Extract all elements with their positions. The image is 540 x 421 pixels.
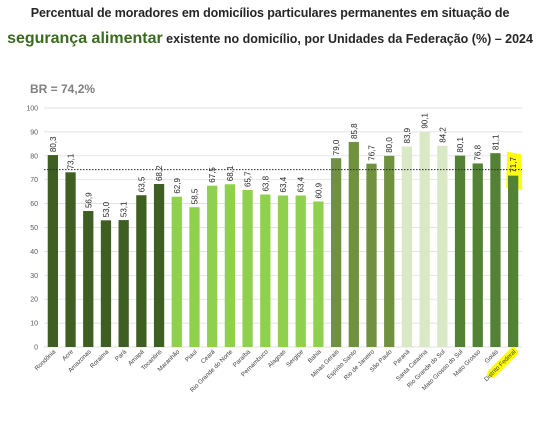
data-label: 65,7	[244, 171, 253, 187]
bars-layer	[47, 131, 519, 347]
data-label: 58,5	[190, 188, 199, 204]
bar	[366, 163, 377, 347]
chart-title-line2: segurança alimentar existente no domicíl…	[0, 28, 540, 50]
bar	[437, 145, 448, 347]
y-tick-label: 10	[30, 321, 38, 328]
bar	[419, 131, 430, 347]
data-label: 63,5	[137, 176, 146, 192]
data-label: 73,1	[67, 153, 76, 169]
data-label: 80,0	[385, 137, 394, 153]
bar	[401, 146, 413, 347]
data-label: 84,2	[438, 127, 447, 143]
y-tick-label: 70	[30, 177, 38, 184]
bar	[136, 195, 147, 347]
category-label: Pará	[114, 348, 129, 363]
data-label: 63,8	[261, 175, 270, 191]
data-label: 71,7	[509, 157, 518, 173]
bar	[65, 172, 76, 347]
bar	[277, 195, 289, 347]
bar	[348, 141, 359, 347]
bar	[171, 196, 182, 347]
y-tick-label: 30	[30, 273, 38, 280]
bar	[118, 220, 129, 347]
bar	[242, 189, 253, 347]
bar	[490, 153, 501, 347]
bar	[508, 175, 519, 347]
bar	[224, 184, 236, 347]
bar	[330, 158, 342, 347]
data-label: 53,1	[120, 201, 129, 217]
data-label: 80,1	[456, 136, 465, 152]
chart-title-line1: Percentual de moradores em domicílios pa…	[30, 6, 510, 20]
data-label: 76,7	[368, 145, 377, 161]
chart-title-highlight: segurança alimentar	[7, 30, 163, 47]
y-tick-label: 90	[30, 129, 38, 136]
grid-layer: 0 10 20 30 40 50 60 70 80 90 100	[26, 106, 522, 352]
data-label: 62,9	[173, 178, 182, 194]
bar	[47, 155, 58, 347]
data-label: 53,0	[102, 201, 111, 217]
bar	[207, 185, 218, 347]
data-label: 85,8	[350, 123, 359, 139]
category-label: Roraima	[89, 348, 111, 370]
data-label: 63,4	[297, 176, 306, 192]
bar	[295, 195, 306, 347]
data-label: 68,2	[155, 165, 164, 181]
data-label: 63,4	[279, 176, 288, 192]
y-tick-label: 0	[34, 345, 38, 352]
bar	[313, 201, 324, 347]
data-label: 81,1	[491, 134, 500, 150]
bar	[189, 207, 200, 347]
chart-title: Percentual de moradores em domicílios pa…	[0, 4, 540, 50]
bar	[83, 211, 94, 347]
data-label: 60,9	[314, 182, 323, 198]
category-label: Distrito Federal	[483, 348, 518, 383]
bar	[472, 163, 483, 347]
category-label: Rondônia	[34, 348, 58, 372]
data-label: 67,5	[208, 167, 217, 183]
y-tick-label: 60	[30, 201, 38, 208]
data-label: 56,9	[84, 192, 93, 208]
data-label: 80,3	[49, 136, 58, 152]
y-tick-label: 40	[30, 249, 38, 256]
y-tick-label: 80	[30, 153, 38, 160]
bar	[100, 220, 112, 347]
reference-line-label: BR = 74,2%	[30, 82, 96, 96]
data-label: 90,1	[421, 113, 430, 129]
bar	[260, 194, 271, 347]
y-tick-label: 50	[30, 225, 38, 232]
data-label: 68,1	[226, 165, 235, 181]
y-tick-label: 20	[30, 297, 38, 304]
bar	[384, 155, 395, 347]
bar	[454, 155, 466, 347]
chart-title-rest: existente no domicílio, por Unidades da …	[162, 32, 533, 46]
y-tick-label: 100	[26, 106, 38, 113]
data-label: 79,0	[332, 139, 341, 155]
data-label: 76,8	[474, 144, 483, 160]
value-labels-layer: 80,3 73,1 56,9 53,0 53,1 63,5 68,2 62,9 58,5 67,5…	[49, 113, 518, 218]
bar	[153, 184, 165, 347]
highlight-marker	[487, 347, 519, 378]
data-label: 83,9	[403, 127, 412, 143]
category-label: Sergipe	[285, 348, 305, 368]
category-label: Acre	[61, 348, 75, 362]
category-label: Piauí	[184, 348, 199, 363]
category-label: Alagoas	[267, 348, 288, 369]
